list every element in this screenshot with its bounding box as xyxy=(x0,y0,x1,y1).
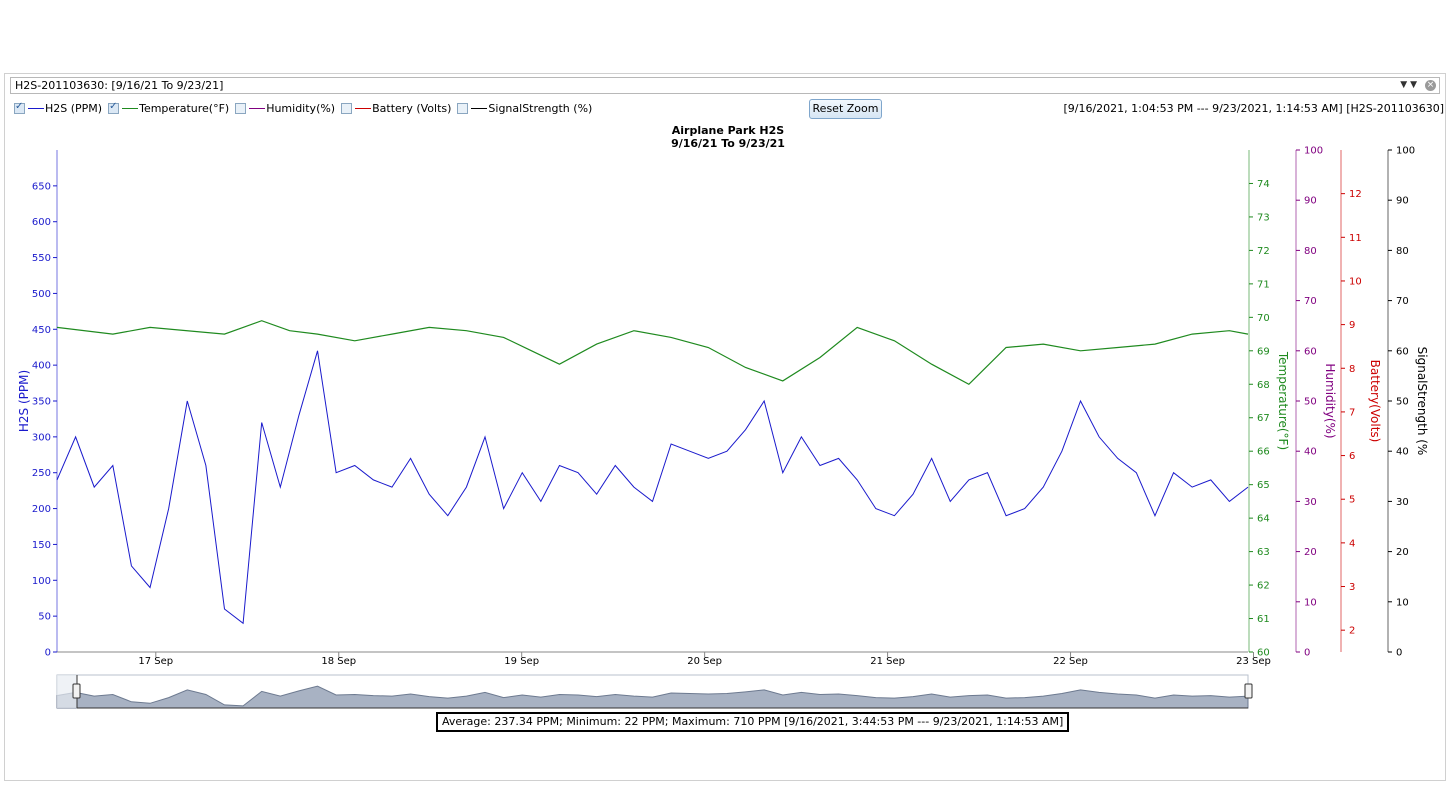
legend-item-2[interactable]: Humidity(%) xyxy=(235,102,335,115)
legend-label: Humidity(%) xyxy=(266,101,336,115)
legend-label: SignalStrength (%) xyxy=(488,101,593,115)
legend-label: H2S (PPM) xyxy=(45,101,103,115)
legend-swatch-icon xyxy=(249,107,266,109)
sensor-range-value: H2S-201103630: [9/16/21 To 9/23/21] xyxy=(15,79,224,92)
legend-checkbox[interactable] xyxy=(341,102,353,114)
legend-swatch-icon xyxy=(28,107,44,109)
legend-checkbox[interactable] xyxy=(235,102,247,114)
chart-title: Airplane Park H2S xyxy=(671,124,785,137)
legend-swatch-icon xyxy=(355,107,372,109)
chart-subtitle: 9/16/21 To 9/23/21 xyxy=(671,137,785,150)
dropdown-arrows-icon[interactable]: ▼ ▼ xyxy=(1400,80,1417,90)
chart-panel xyxy=(4,73,1446,781)
legend-label: Temperature(°F) xyxy=(139,101,230,115)
legend-item-4[interactable]: SignalStrength (%) xyxy=(457,102,592,115)
sensor-range-select[interactable]: H2S-201103630: [9/16/21 To 9/23/21] ▼ ▼ … xyxy=(10,77,1440,94)
legend-checkbox[interactable] xyxy=(108,101,120,114)
legend-item-1[interactable]: Temperature(°F) xyxy=(108,101,230,115)
legend-checkbox[interactable] xyxy=(14,101,25,114)
clear-icon[interactable]: × xyxy=(1425,80,1436,91)
reset-zoom-button[interactable]: Reset Zoom xyxy=(809,99,882,119)
stats-summary: Average: 237.34 PPM; Minimum: 22 PPM; Ma… xyxy=(436,712,1070,732)
legend-swatch-icon xyxy=(122,107,139,109)
range-label: [9/16/2021, 1:04:53 PM --- 9/23/2021, 1:… xyxy=(1063,102,1444,115)
legend-item-0[interactable]: H2S (PPM) xyxy=(14,101,103,115)
legend-swatch-icon xyxy=(471,107,488,109)
legend-checkbox[interactable] xyxy=(457,102,469,114)
legend: H2S (PPM) Temperature(°F) Humidity(%) Batte… xyxy=(14,100,598,116)
legend-label: Battery (Volts) xyxy=(372,101,452,115)
legend-item-3[interactable]: Battery (Volts) xyxy=(341,102,451,115)
